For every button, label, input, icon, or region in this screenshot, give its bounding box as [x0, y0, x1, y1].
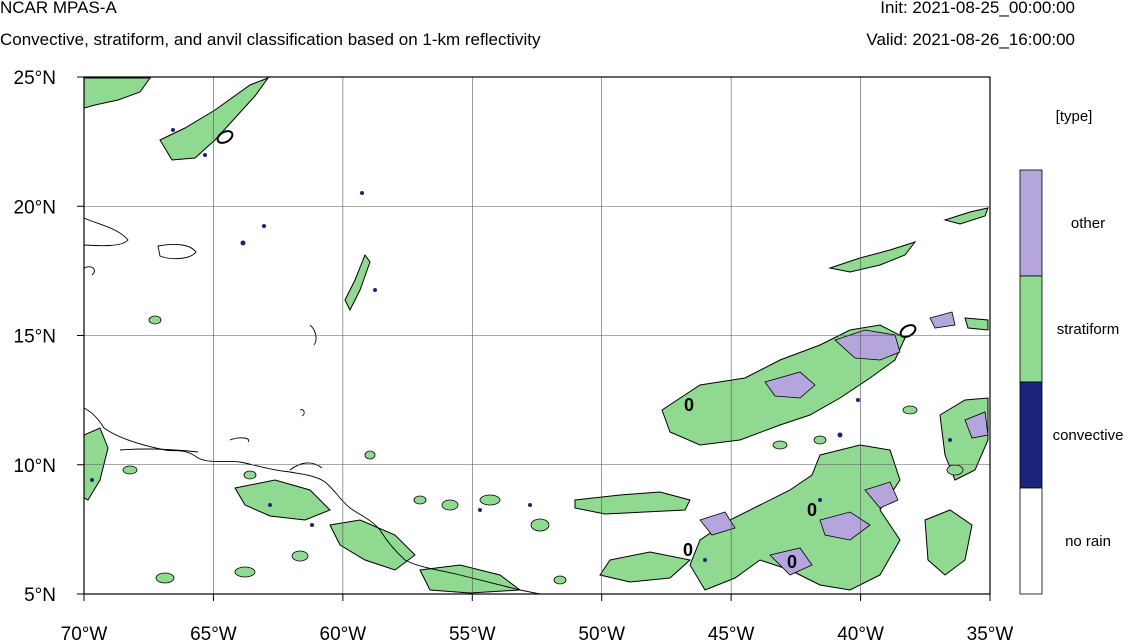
legend-swatch — [1019, 487, 1043, 595]
x-tick-label: 35°W — [967, 624, 1014, 641]
chart-subtitle: Convective, stratiform, and anvil classi… — [0, 30, 541, 49]
legend-title: [type] — [1056, 108, 1093, 125]
x-tick-label: 65°W — [190, 624, 237, 641]
scattered-cells — [122, 315, 964, 585]
other-regions — [699, 311, 989, 576]
contour-label: 0 — [787, 552, 797, 572]
gridlines — [84, 77, 990, 594]
contour-label: 0 — [684, 395, 694, 415]
y-tick-label: 5°N — [24, 585, 56, 606]
x-tick-label: 45°W — [708, 624, 755, 641]
legend-label: stratiform — [1057, 321, 1120, 338]
x-axis: 70°W 65°W 60°W 55°W 50°W 45°W 40°W 35°W — [61, 594, 1014, 641]
x-tick-label: 50°W — [578, 624, 625, 641]
y-tick-label: 15°N — [14, 327, 56, 348]
chart-title: NCAR MPAS-A — [0, 0, 117, 17]
x-tick-label: 55°W — [449, 624, 496, 641]
x-tick-label: 40°W — [837, 624, 884, 641]
legend-label: convective — [1053, 427, 1124, 444]
y-tick-label: 10°N — [14, 456, 56, 477]
x-tick-label: 60°W — [320, 624, 367, 641]
coastlines — [84, 217, 541, 594]
legend-label: no rain — [1065, 533, 1111, 550]
convective-cells — [90, 128, 952, 562]
x-tick-label: 70°W — [61, 624, 108, 641]
legend-swatch — [1019, 275, 1043, 383]
legend-label: other — [1071, 215, 1105, 232]
init-time-label: Init: 2021-08-25_00:00:00 — [880, 0, 1075, 17]
contour-label: 0 — [807, 500, 817, 520]
legend-swatch — [1019, 381, 1043, 489]
y-tick-label: 25°N — [14, 68, 56, 89]
valid-time-label: Valid: 2021-08-26_16:00:00 — [866, 30, 1075, 49]
y-axis: 25°N 20°N 15°N 10°N 5°N — [14, 68, 84, 606]
contour-label: 0 — [683, 540, 693, 560]
y-tick-label: 20°N — [14, 197, 56, 218]
legend: other stratiform convective no rain — [1019, 169, 1124, 595]
legend-swatch — [1019, 169, 1043, 277]
precip-field: 0 0 0 0 — [84, 77, 989, 594]
